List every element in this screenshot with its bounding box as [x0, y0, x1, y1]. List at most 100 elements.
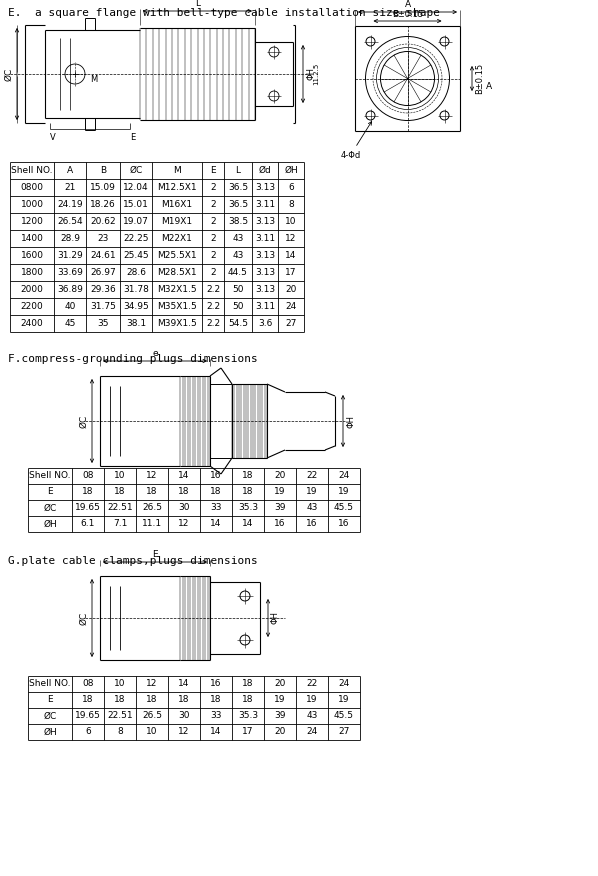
Text: 31.78: 31.78	[123, 285, 149, 294]
Text: 24: 24	[306, 727, 318, 737]
Text: 29.36: 29.36	[90, 285, 116, 294]
Text: 17: 17	[242, 727, 254, 737]
Text: 54.5: 54.5	[228, 319, 248, 328]
Text: 3.6: 3.6	[258, 319, 272, 328]
Text: 16: 16	[210, 471, 222, 481]
Text: 12.04: 12.04	[123, 183, 149, 192]
Text: 50: 50	[232, 302, 244, 311]
Text: 2: 2	[210, 268, 216, 277]
Text: 2000: 2000	[20, 285, 44, 294]
Text: 24: 24	[338, 471, 350, 481]
Text: 18: 18	[242, 680, 254, 689]
Text: G.plate cable clamps,plugs dimensions: G.plate cable clamps,plugs dimensions	[8, 556, 258, 566]
Text: 16: 16	[306, 519, 318, 528]
Text: 23: 23	[97, 234, 109, 243]
Text: 18: 18	[114, 696, 126, 704]
Text: 18.26: 18.26	[90, 200, 116, 209]
Text: 8: 8	[288, 200, 294, 209]
Text: 18: 18	[83, 488, 94, 497]
Text: 43: 43	[232, 251, 244, 260]
Text: 1800: 1800	[20, 268, 44, 277]
Text: 22.51: 22.51	[107, 711, 133, 720]
Text: 26.5: 26.5	[142, 504, 162, 512]
Text: 3.13: 3.13	[255, 285, 275, 294]
Text: 38.5: 38.5	[228, 217, 248, 226]
Text: 2400: 2400	[20, 319, 44, 328]
Text: ΦH: ΦH	[346, 414, 355, 427]
Text: ΦH: ΦH	[306, 67, 315, 81]
Text: 6: 6	[288, 183, 294, 192]
Text: 40: 40	[65, 302, 76, 311]
Text: 34.95: 34.95	[123, 302, 149, 311]
Text: 19.07: 19.07	[123, 217, 149, 226]
Text: 36.89: 36.89	[57, 285, 83, 294]
Text: A: A	[486, 82, 492, 91]
Text: 18: 18	[83, 696, 94, 704]
Text: B: B	[100, 166, 106, 175]
Text: B±0.15: B±0.15	[392, 10, 423, 19]
Text: ØH: ØH	[43, 727, 57, 737]
Text: 20: 20	[274, 680, 286, 689]
Text: 2.2: 2.2	[206, 285, 220, 294]
Text: M16X1: M16X1	[161, 200, 193, 209]
Text: M35X1.5: M35X1.5	[157, 302, 197, 311]
Text: 3.13: 3.13	[255, 268, 275, 277]
Text: 1200: 1200	[20, 217, 44, 226]
Text: 12: 12	[147, 471, 158, 481]
Text: 15.09: 15.09	[90, 183, 116, 192]
Text: ØC: ØC	[79, 611, 88, 625]
Text: 26.54: 26.54	[57, 217, 83, 226]
Text: 17: 17	[285, 268, 297, 277]
Text: 35.3: 35.3	[238, 711, 258, 720]
Text: E: E	[47, 696, 53, 704]
Text: 11.2.5: 11.2.5	[313, 63, 319, 85]
Text: 19.65: 19.65	[75, 711, 101, 720]
Text: 18: 18	[242, 471, 254, 481]
Text: 19: 19	[306, 488, 318, 497]
Text: 10: 10	[114, 680, 126, 689]
Text: 36.5: 36.5	[228, 183, 248, 192]
Text: 45.5: 45.5	[334, 711, 354, 720]
Text: 22.25: 22.25	[123, 234, 149, 243]
Text: 14: 14	[242, 519, 254, 528]
Text: 30: 30	[178, 711, 190, 720]
Text: 2.2: 2.2	[206, 302, 220, 311]
Text: 39: 39	[274, 711, 286, 720]
Text: 3.13: 3.13	[255, 183, 275, 192]
Text: e: e	[152, 349, 158, 358]
Text: 27: 27	[285, 319, 297, 328]
Text: 24.61: 24.61	[90, 251, 116, 260]
Text: 2200: 2200	[20, 302, 44, 311]
Text: 18: 18	[210, 696, 222, 704]
Text: 18: 18	[147, 488, 158, 497]
Text: 22: 22	[306, 471, 318, 481]
Text: 18: 18	[210, 488, 222, 497]
Text: 20.62: 20.62	[90, 217, 116, 226]
Text: 3.11: 3.11	[255, 200, 275, 209]
Text: 18: 18	[147, 696, 158, 704]
Text: 33: 33	[210, 504, 222, 512]
Text: F.compress-grounding plugs dimensions: F.compress-grounding plugs dimensions	[8, 354, 258, 364]
Text: 44.5: 44.5	[228, 268, 248, 277]
Text: 14: 14	[210, 727, 222, 737]
Text: 18: 18	[242, 696, 254, 704]
Text: 10: 10	[147, 727, 158, 737]
Text: 14: 14	[285, 251, 297, 260]
Text: 14: 14	[210, 519, 222, 528]
Text: 16: 16	[338, 519, 350, 528]
Text: 15.01: 15.01	[123, 200, 149, 209]
Text: V: V	[50, 133, 56, 142]
Text: M28.5X1: M28.5X1	[157, 268, 197, 277]
Text: 33: 33	[210, 711, 222, 720]
Text: 16: 16	[274, 519, 286, 528]
Text: 22: 22	[306, 680, 318, 689]
Text: Shell NO.: Shell NO.	[11, 166, 53, 175]
Text: ØC: ØC	[129, 166, 143, 175]
Text: 16: 16	[210, 680, 222, 689]
Text: M12.5X1: M12.5X1	[157, 183, 197, 192]
Text: ØC: ØC	[4, 67, 13, 81]
Text: E: E	[152, 550, 158, 559]
Text: 24: 24	[285, 302, 297, 311]
Text: 18: 18	[242, 488, 254, 497]
Text: 10: 10	[114, 471, 126, 481]
